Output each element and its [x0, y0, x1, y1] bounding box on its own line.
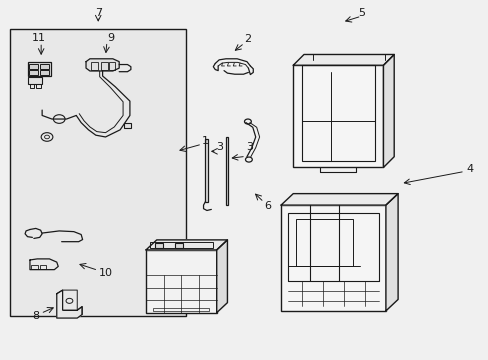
Polygon shape	[216, 240, 227, 313]
Bar	[175, 243, 183, 248]
Polygon shape	[146, 240, 227, 250]
Text: 2: 2	[244, 34, 251, 44]
Bar	[155, 243, 162, 248]
Bar	[29, 69, 38, 75]
Text: 6: 6	[264, 201, 271, 211]
Text: 11: 11	[32, 33, 46, 43]
Polygon shape	[293, 54, 393, 65]
Bar	[124, 123, 131, 128]
Polygon shape	[383, 54, 393, 167]
Bar	[293, 65, 383, 167]
Bar	[36, 84, 41, 88]
Text: 4: 4	[466, 164, 473, 174]
Polygon shape	[57, 290, 82, 318]
Text: 3: 3	[216, 142, 223, 152]
Text: 9: 9	[106, 33, 114, 42]
Bar	[295, 219, 353, 266]
Bar	[288, 212, 378, 281]
Text: 5: 5	[357, 8, 364, 18]
Bar	[302, 65, 374, 161]
Bar	[10, 30, 185, 316]
Text: 7: 7	[95, 8, 102, 18]
Bar	[40, 69, 49, 75]
Bar	[31, 265, 38, 269]
Bar	[150, 242, 212, 248]
Polygon shape	[385, 194, 397, 311]
Bar	[146, 250, 216, 313]
Text: 3: 3	[245, 142, 252, 152]
Bar	[225, 137, 228, 205]
Bar	[109, 62, 115, 69]
Bar	[101, 62, 108, 69]
Bar	[27, 62, 51, 76]
Bar	[40, 64, 49, 69]
Bar	[91, 62, 98, 69]
Bar	[205, 139, 207, 202]
Text: 10: 10	[98, 268, 112, 278]
Polygon shape	[281, 194, 397, 205]
Bar	[29, 64, 38, 69]
Bar	[153, 308, 209, 311]
Polygon shape	[86, 59, 119, 71]
Text: 8: 8	[33, 311, 40, 320]
Bar	[30, 84, 34, 88]
Bar	[281, 205, 385, 311]
Text: 1: 1	[202, 136, 208, 145]
Bar	[28, 77, 42, 84]
Bar	[40, 265, 46, 269]
